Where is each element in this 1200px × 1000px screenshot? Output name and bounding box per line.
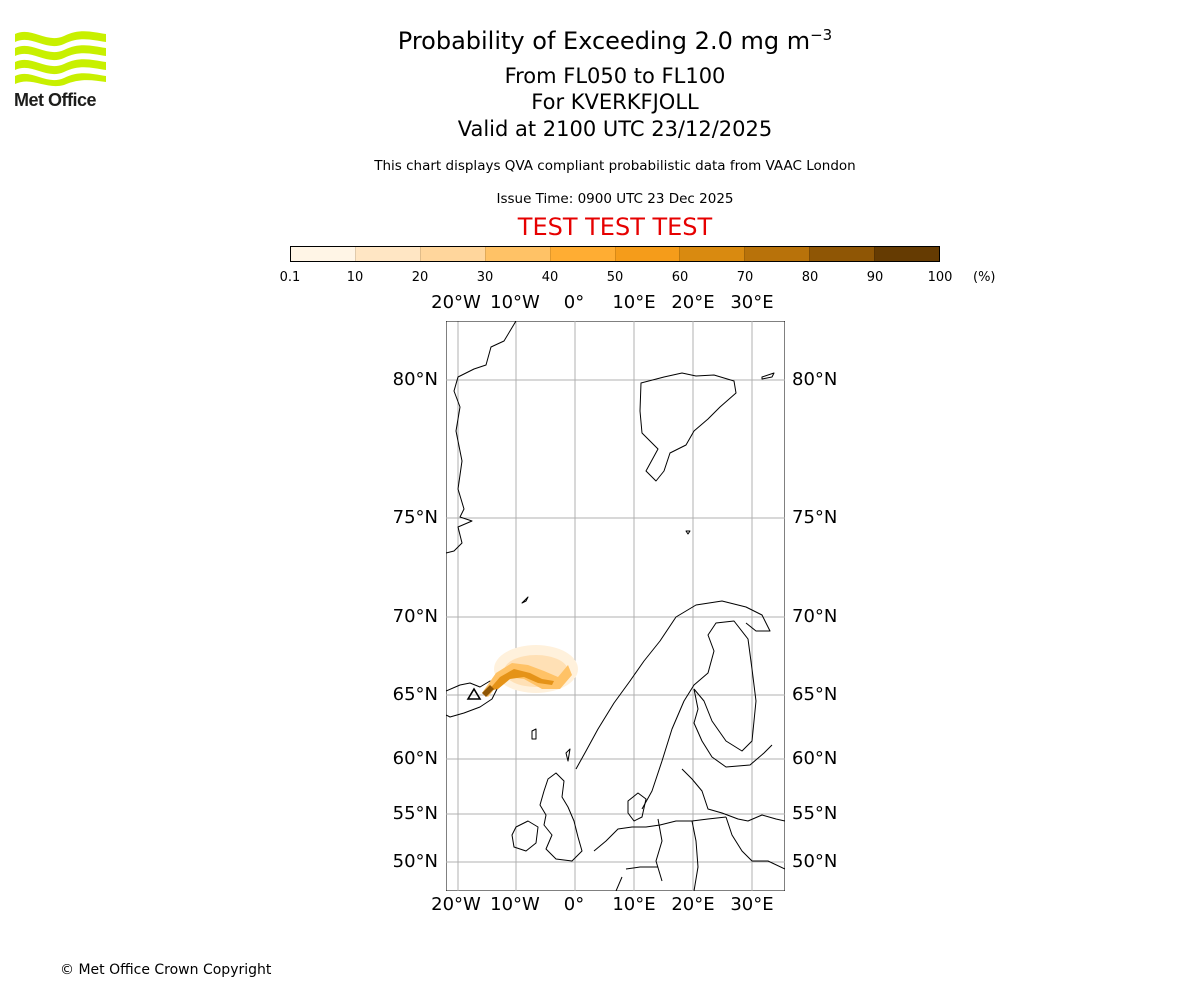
colorbar-swatch [419,247,485,261]
finland-coast [693,688,773,768]
latitude-label-right: 60°N [792,748,838,769]
baltic-coast [681,768,785,822]
latitude-label-right: 65°N [792,684,838,705]
shetland-coast [565,748,571,762]
copyright: © Met Office Crown Copyright [60,962,272,978]
chart-description: This chart displays QVA compliant probab… [374,158,856,174]
colorbar-swatch [549,247,615,261]
colorbar-tick-label: 70 [736,270,754,285]
test-banner: TEST TEST TEST [517,213,713,241]
colorbar-swatch [354,247,420,261]
latitude-label-left: 70°N [392,606,438,627]
colorbar-swatch [874,247,940,261]
colorbar-tick-label: 20 [411,270,429,285]
latitude-label-left: 60°N [392,748,438,769]
met-office-waves-icon [15,31,106,87]
colorbar-tick-label: 30 [476,270,494,285]
latitude-label-right: 70°N [792,606,838,627]
longitude-label: 20°W [431,894,481,915]
nordaustlandet-coast [761,372,775,380]
level-range: From FL050 to FL100 [504,64,726,88]
latitude-label-left: 80°N [392,369,438,390]
longitude-label: 20°E [671,894,715,915]
longitude-label: 10°E [612,894,656,915]
great-britain-coast [539,772,583,862]
norway-coast [575,600,771,770]
colorbar-tick-label: 10 [346,270,364,285]
colorbar-tick-label: 0.1 [279,270,301,285]
volcano-location: For KVERKFJOLL [531,90,699,114]
colorbar-swatch [614,247,680,261]
valid-time: Valid at 2100 UTC 23/12/2025 [457,117,773,141]
longitude-label: 30°E [730,292,774,313]
greenland-coast [446,321,517,554]
longitude-label: 10°E [612,292,656,313]
ash-plume [482,645,578,697]
longitude-label: 10°W [490,894,540,915]
colorbar-unit: (%) [973,270,996,285]
plume-core [482,685,494,697]
colorbar-tick-label: 50 [606,270,624,285]
sweden-finland-border [641,620,757,810]
longitude-label: 20°E [671,292,715,313]
bear-island-coast [685,530,691,535]
colorbar-swatch [484,247,550,261]
gridlines [446,321,785,891]
latitude-label-right: 55°N [792,803,838,824]
colorbar-tick-label: 40 [541,270,559,285]
map [446,321,785,891]
issue-time: Issue Time: 0900 UTC 23 Dec 2025 [496,191,734,207]
latitude-label-left: 55°N [392,803,438,824]
latitude-label-right: 50°N [792,851,838,872]
colorbar-tick-label: 90 [866,270,884,285]
chart-title: Probability of Exceeding 2.0 mg m−3 [397,26,833,55]
longitude-label: 30°E [730,894,774,915]
colorbar-swatch [809,247,875,261]
latitude-label-left: 50°N [392,851,438,872]
longitude-label: 0° [563,894,585,915]
longitude-label: 0° [563,292,585,313]
plume-30-40pct [482,663,572,697]
plume-50-60pct [488,669,554,691]
svalbard-coast [639,372,737,482]
colorbar-swatch [679,247,745,261]
latitude-label-left: 65°N [392,684,438,705]
longitude-label: 10°W [490,292,540,313]
denmark-coast [627,792,647,822]
country-borders [615,816,785,891]
colorbar-tick-label: 60 [671,270,689,285]
met-office-logo: Met Office [14,30,108,112]
logo-text: Met Office [14,90,97,110]
faroe-coast [531,728,537,740]
colorbar-swatch [291,247,355,261]
colorbar-tick-label: 80 [801,270,819,285]
latitude-label-left: 75°N [392,507,438,528]
probability-colorbar [290,246,940,262]
latitude-label-right: 75°N [792,507,838,528]
volcano-marker-icon [466,687,482,700]
continent-coast [593,816,727,852]
longitude-label: 20°W [431,292,481,313]
title-exponent: −3 [810,26,833,44]
colorbar-swatch [744,247,810,261]
ireland-coast [511,820,539,852]
latitude-label-right: 80°N [792,369,838,390]
colorbar-tick-label: 100 [927,270,953,285]
jan-mayen-coast [521,596,529,604]
